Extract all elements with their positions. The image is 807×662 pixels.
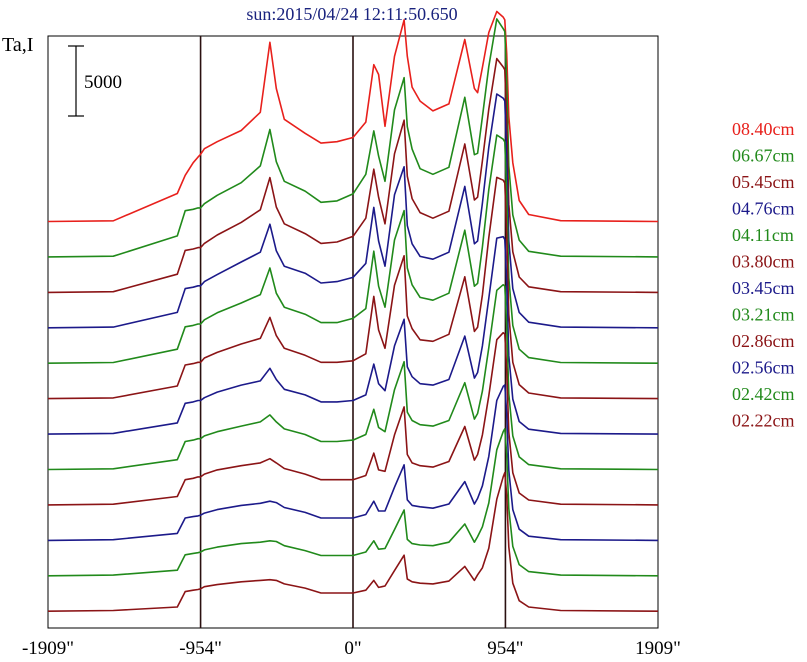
series-line-02.22cm (47, 471, 659, 612)
series-line-08.40cm (47, 10, 659, 223)
legend-entry: 04.11cm (732, 225, 794, 245)
legend-entry: 03.21cm (732, 305, 795, 325)
series-line-04.11cm (47, 134, 659, 364)
legend-entry: 06.67cm (732, 146, 795, 166)
scale-bar-label: 5000 (84, 72, 122, 93)
x-tick-label: 0" (344, 638, 361, 659)
series-line-02.56cm (47, 384, 659, 542)
series-line-04.76cm (47, 93, 659, 329)
x-tick-label: 954" (487, 638, 523, 659)
series-line-02.42cm (47, 427, 659, 577)
series-line-05.45cm (47, 57, 659, 294)
series-line-06.67cm (47, 18, 659, 258)
chart-title: sun:2015/04/24 12:11:50.650 (246, 4, 457, 24)
legend-entry: 03.80cm (732, 252, 795, 272)
x-tick-labels: -1909" -954" 0" 954" 1909" (22, 638, 681, 659)
series-line-03.21cm (47, 283, 659, 471)
series-line-03.45cm (47, 235, 659, 435)
legend-entry: 02.42cm (732, 384, 795, 404)
legend-entry: 03.45cm (732, 278, 795, 298)
x-tick-label: -1909" (22, 638, 74, 659)
series-group (47, 10, 659, 612)
scale-bar: 5000 (68, 45, 122, 117)
series-line-02.86cm (47, 331, 659, 506)
legend-entry: 04.76cm (732, 199, 795, 219)
legend-entry: 02.56cm (732, 358, 795, 378)
legend: 08.40cm 06.67cm 05.45cm 04.76cm 04.11cm 03.80… (732, 119, 795, 431)
y-axis-label: Ta,I (2, 34, 33, 56)
legend-entry: 08.40cm (732, 119, 795, 139)
x-tick-label: -954" (179, 638, 222, 659)
legend-entry: 02.86cm (732, 331, 795, 351)
legend-entry: 02.22cm (732, 411, 795, 431)
series-line-03.80cm (47, 176, 659, 400)
legend-entry: 05.45cm (732, 172, 795, 192)
x-tick-label: 1909" (635, 638, 681, 659)
